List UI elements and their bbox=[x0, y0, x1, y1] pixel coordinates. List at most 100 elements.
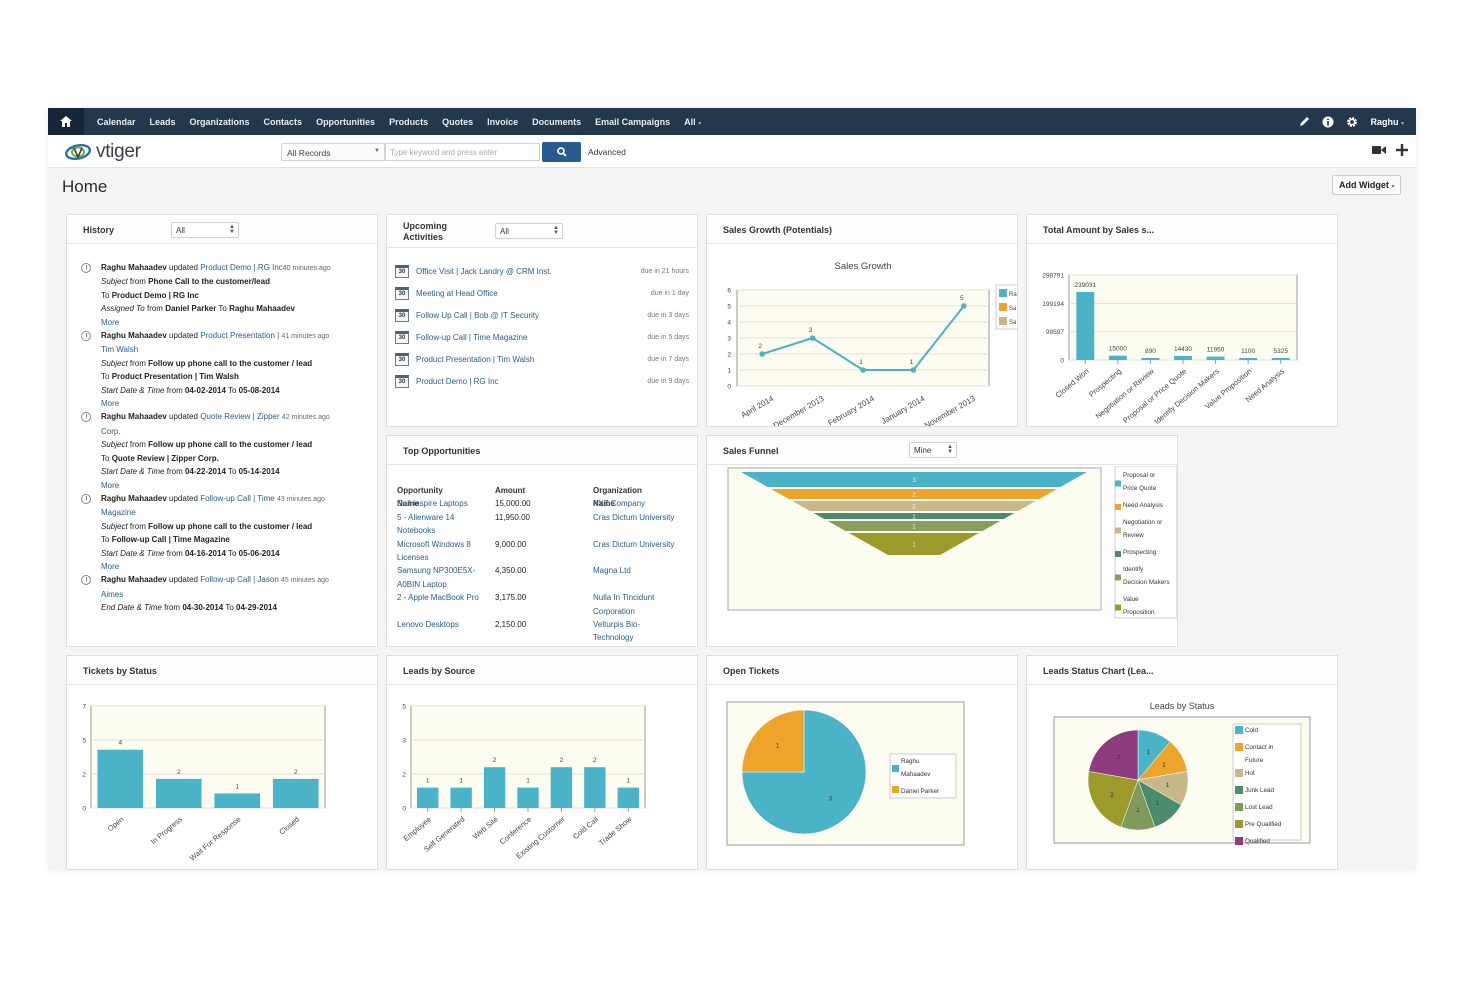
history-time-ago: 45 minutes ago bbox=[281, 577, 329, 585]
video-camera-icon[interactable] bbox=[1372, 145, 1386, 155]
history-record-link[interactable]: Quote Review bbox=[200, 412, 251, 422]
history-org-link[interactable]: Corp. bbox=[101, 426, 121, 436]
history-org-link[interactable]: Zipper bbox=[256, 412, 280, 422]
more-link[interactable]: More bbox=[101, 399, 120, 409]
pencil-icon[interactable] bbox=[1299, 116, 1310, 127]
y-tick-label: 4 bbox=[727, 320, 731, 327]
nav-products[interactable]: Products bbox=[389, 116, 429, 127]
from-label: from bbox=[146, 304, 163, 314]
nav-invoice[interactable]: Invoice bbox=[487, 116, 519, 127]
new-value: 05-06-2014 bbox=[238, 548, 280, 558]
history-record-link[interactable]: Follow-up Call bbox=[200, 493, 251, 503]
opportunity-name-link[interactable]: 2 - Apple MacBook Pro bbox=[397, 593, 479, 603]
legend-swatch bbox=[1235, 786, 1243, 794]
calendar-icon: 30 bbox=[395, 331, 409, 344]
y-tick-label: 99597 bbox=[1046, 329, 1064, 336]
organization-name-link[interactable]: XYZ Company bbox=[593, 499, 646, 509]
activity-row[interactable]: 30 Product Demo | RG Inc due in 9 days bbox=[395, 375, 689, 397]
history-org-link[interactable]: Jason bbox=[257, 575, 279, 585]
gear-icon[interactable] bbox=[1346, 116, 1358, 128]
history-filter-select[interactable]: All ▲ ▼ bbox=[171, 222, 239, 238]
add-widget-button[interactable]: Add Widget ▾ bbox=[1332, 175, 1402, 195]
nav-all-menu[interactable]: All ▾ bbox=[677, 117, 708, 127]
search-button[interactable] bbox=[542, 142, 581, 162]
data-label: 5325 bbox=[1273, 348, 1288, 355]
organization-name-link[interactable]: Nulla In Tincidunt Corporation bbox=[593, 593, 655, 616]
open-tickets-header: Open Tickets bbox=[707, 656, 1017, 685]
opportunity-name-link[interactable]: 5 - Alienware 14 Notebooks bbox=[397, 512, 455, 536]
legend-swatch bbox=[1115, 504, 1121, 510]
nav-contacts[interactable]: Contacts bbox=[263, 116, 303, 127]
data-label: 1 bbox=[859, 359, 863, 366]
old-value: 04-22-2014 bbox=[184, 467, 226, 477]
old-value: Follow up phone call to the customer / l… bbox=[148, 358, 313, 368]
history-time-ago: 41 minutes ago bbox=[281, 333, 330, 341]
more-link[interactable]: More bbox=[101, 480, 120, 490]
legend-swatch bbox=[1115, 527, 1121, 534]
opportunity-name-link[interactable]: Dell Inspire Laptops bbox=[397, 499, 468, 509]
sales-funnel-title: Sales Funnel bbox=[723, 446, 779, 456]
nav-opportunities[interactable]: Opportunities bbox=[316, 116, 376, 127]
user-menu[interactable]: Raghu ▾ bbox=[1370, 117, 1404, 127]
activity-row[interactable]: 30 Follow-up Call | Time Magazine due in 5… bbox=[395, 331, 689, 353]
vtiger-logo[interactable]: vtiger bbox=[64, 141, 141, 163]
activity-row[interactable]: 30 Meeting at Head Office due in 1 day bbox=[395, 287, 689, 309]
home-button[interactable] bbox=[48, 108, 84, 135]
activity-link[interactable]: Office Visit | Jack Landry @ CRM Inst. bbox=[416, 267, 552, 276]
opportunity-name-link[interactable]: Microsoft Windows 8 Licenses bbox=[397, 539, 471, 562]
nav-quotes[interactable]: Quotes bbox=[442, 116, 474, 127]
history-record-link[interactable]: Product Demo bbox=[200, 263, 252, 272]
legend-label: Hot bbox=[1245, 770, 1255, 777]
history-org-link[interactable]: RG Inc bbox=[257, 263, 283, 272]
funnel-filter-select[interactable]: Mine ▲ ▼ bbox=[909, 442, 957, 458]
advanced-search-link[interactable]: Advanced bbox=[588, 147, 626, 157]
chevron-down-icon: ▼ bbox=[374, 148, 380, 154]
history-org-link[interactable]: Tim Walsh bbox=[101, 345, 139, 355]
upcoming-filter-select[interactable]: All ▲ ▼ bbox=[495, 223, 563, 239]
search-input[interactable]: Type keyword and press enter bbox=[385, 143, 540, 161]
data-label: 1 bbox=[912, 514, 916, 521]
activity-row[interactable]: 30 Follow Up Call | Bob @ IT Security due … bbox=[395, 309, 689, 331]
calendar-icon: 30 bbox=[395, 287, 409, 300]
history-org-link[interactable]: Magazine bbox=[101, 508, 136, 518]
activity-link[interactable]: Follow Up Call | Bob @ IT Security bbox=[416, 311, 539, 320]
more-link[interactable]: More bbox=[101, 561, 120, 571]
organization-name-link[interactable]: Cras Dictum University bbox=[593, 512, 675, 522]
organization-name-link[interactable]: Magna Ltd bbox=[593, 566, 631, 576]
bar bbox=[1108, 355, 1127, 360]
activity-link[interactable]: Follow-up Call | Time Magazine bbox=[416, 333, 528, 342]
data-label: 1 bbox=[459, 778, 463, 785]
x-tick-label: Employee bbox=[402, 815, 433, 843]
history-record-link[interactable]: Follow-up Call bbox=[200, 575, 251, 585]
opportunity-name-link[interactable]: Samsung NP300E5X- A0BIN Laptop bbox=[397, 566, 476, 589]
y-tick-label: 2 bbox=[82, 772, 86, 779]
history-record-link[interactable]: Product Presentation bbox=[200, 331, 275, 341]
activity-link[interactable]: Product Demo | RG Inc bbox=[416, 377, 499, 386]
activity-link[interactable]: Meeting at Head Office bbox=[416, 289, 498, 298]
opportunity-name-link[interactable]: Lenovo Desktops bbox=[397, 620, 459, 629]
nav-leads[interactable]: Leads bbox=[149, 116, 176, 127]
pie-slice bbox=[741, 709, 805, 773]
x-tick-label: In Progress bbox=[149, 814, 184, 846]
x-tick-label: November 2013 bbox=[923, 394, 977, 427]
activity-link[interactable]: Product Presentation | Tim Walsh bbox=[416, 355, 535, 364]
activity-row[interactable]: 30 Office Visit | Jack Landry @ CRM Inst.… bbox=[395, 265, 689, 287]
nav-documents[interactable]: Documents bbox=[532, 116, 582, 127]
activity-row[interactable]: 30 Product Presentation | Tim Walsh due in… bbox=[395, 353, 689, 375]
nav-email-campaigns[interactable]: Email Campaigns bbox=[595, 116, 671, 127]
history-verb: updated bbox=[169, 412, 198, 422]
nav-organizations[interactable]: Organizations bbox=[189, 116, 250, 127]
history-org-link[interactable]: Aimes bbox=[101, 589, 124, 599]
chevron-down-icon: ▾ bbox=[698, 120, 702, 127]
plus-icon[interactable] bbox=[1396, 144, 1408, 156]
info-icon[interactable] bbox=[1322, 116, 1334, 128]
nav-calendar[interactable]: Calendar bbox=[97, 116, 136, 127]
new-value: Product Presentation | Tim Walsh bbox=[111, 372, 239, 382]
organization-name-link[interactable]: Cras Dictum University bbox=[593, 539, 675, 549]
organization-name-link[interactable]: Velturpis Bio- Technology bbox=[593, 620, 641, 643]
more-link[interactable]: More bbox=[101, 317, 120, 327]
history-org-link[interactable]: Time bbox=[257, 493, 275, 503]
data-label: 2 bbox=[1110, 793, 1114, 799]
records-select[interactable]: All Records ▼ bbox=[281, 143, 385, 161]
data-point bbox=[809, 335, 816, 341]
